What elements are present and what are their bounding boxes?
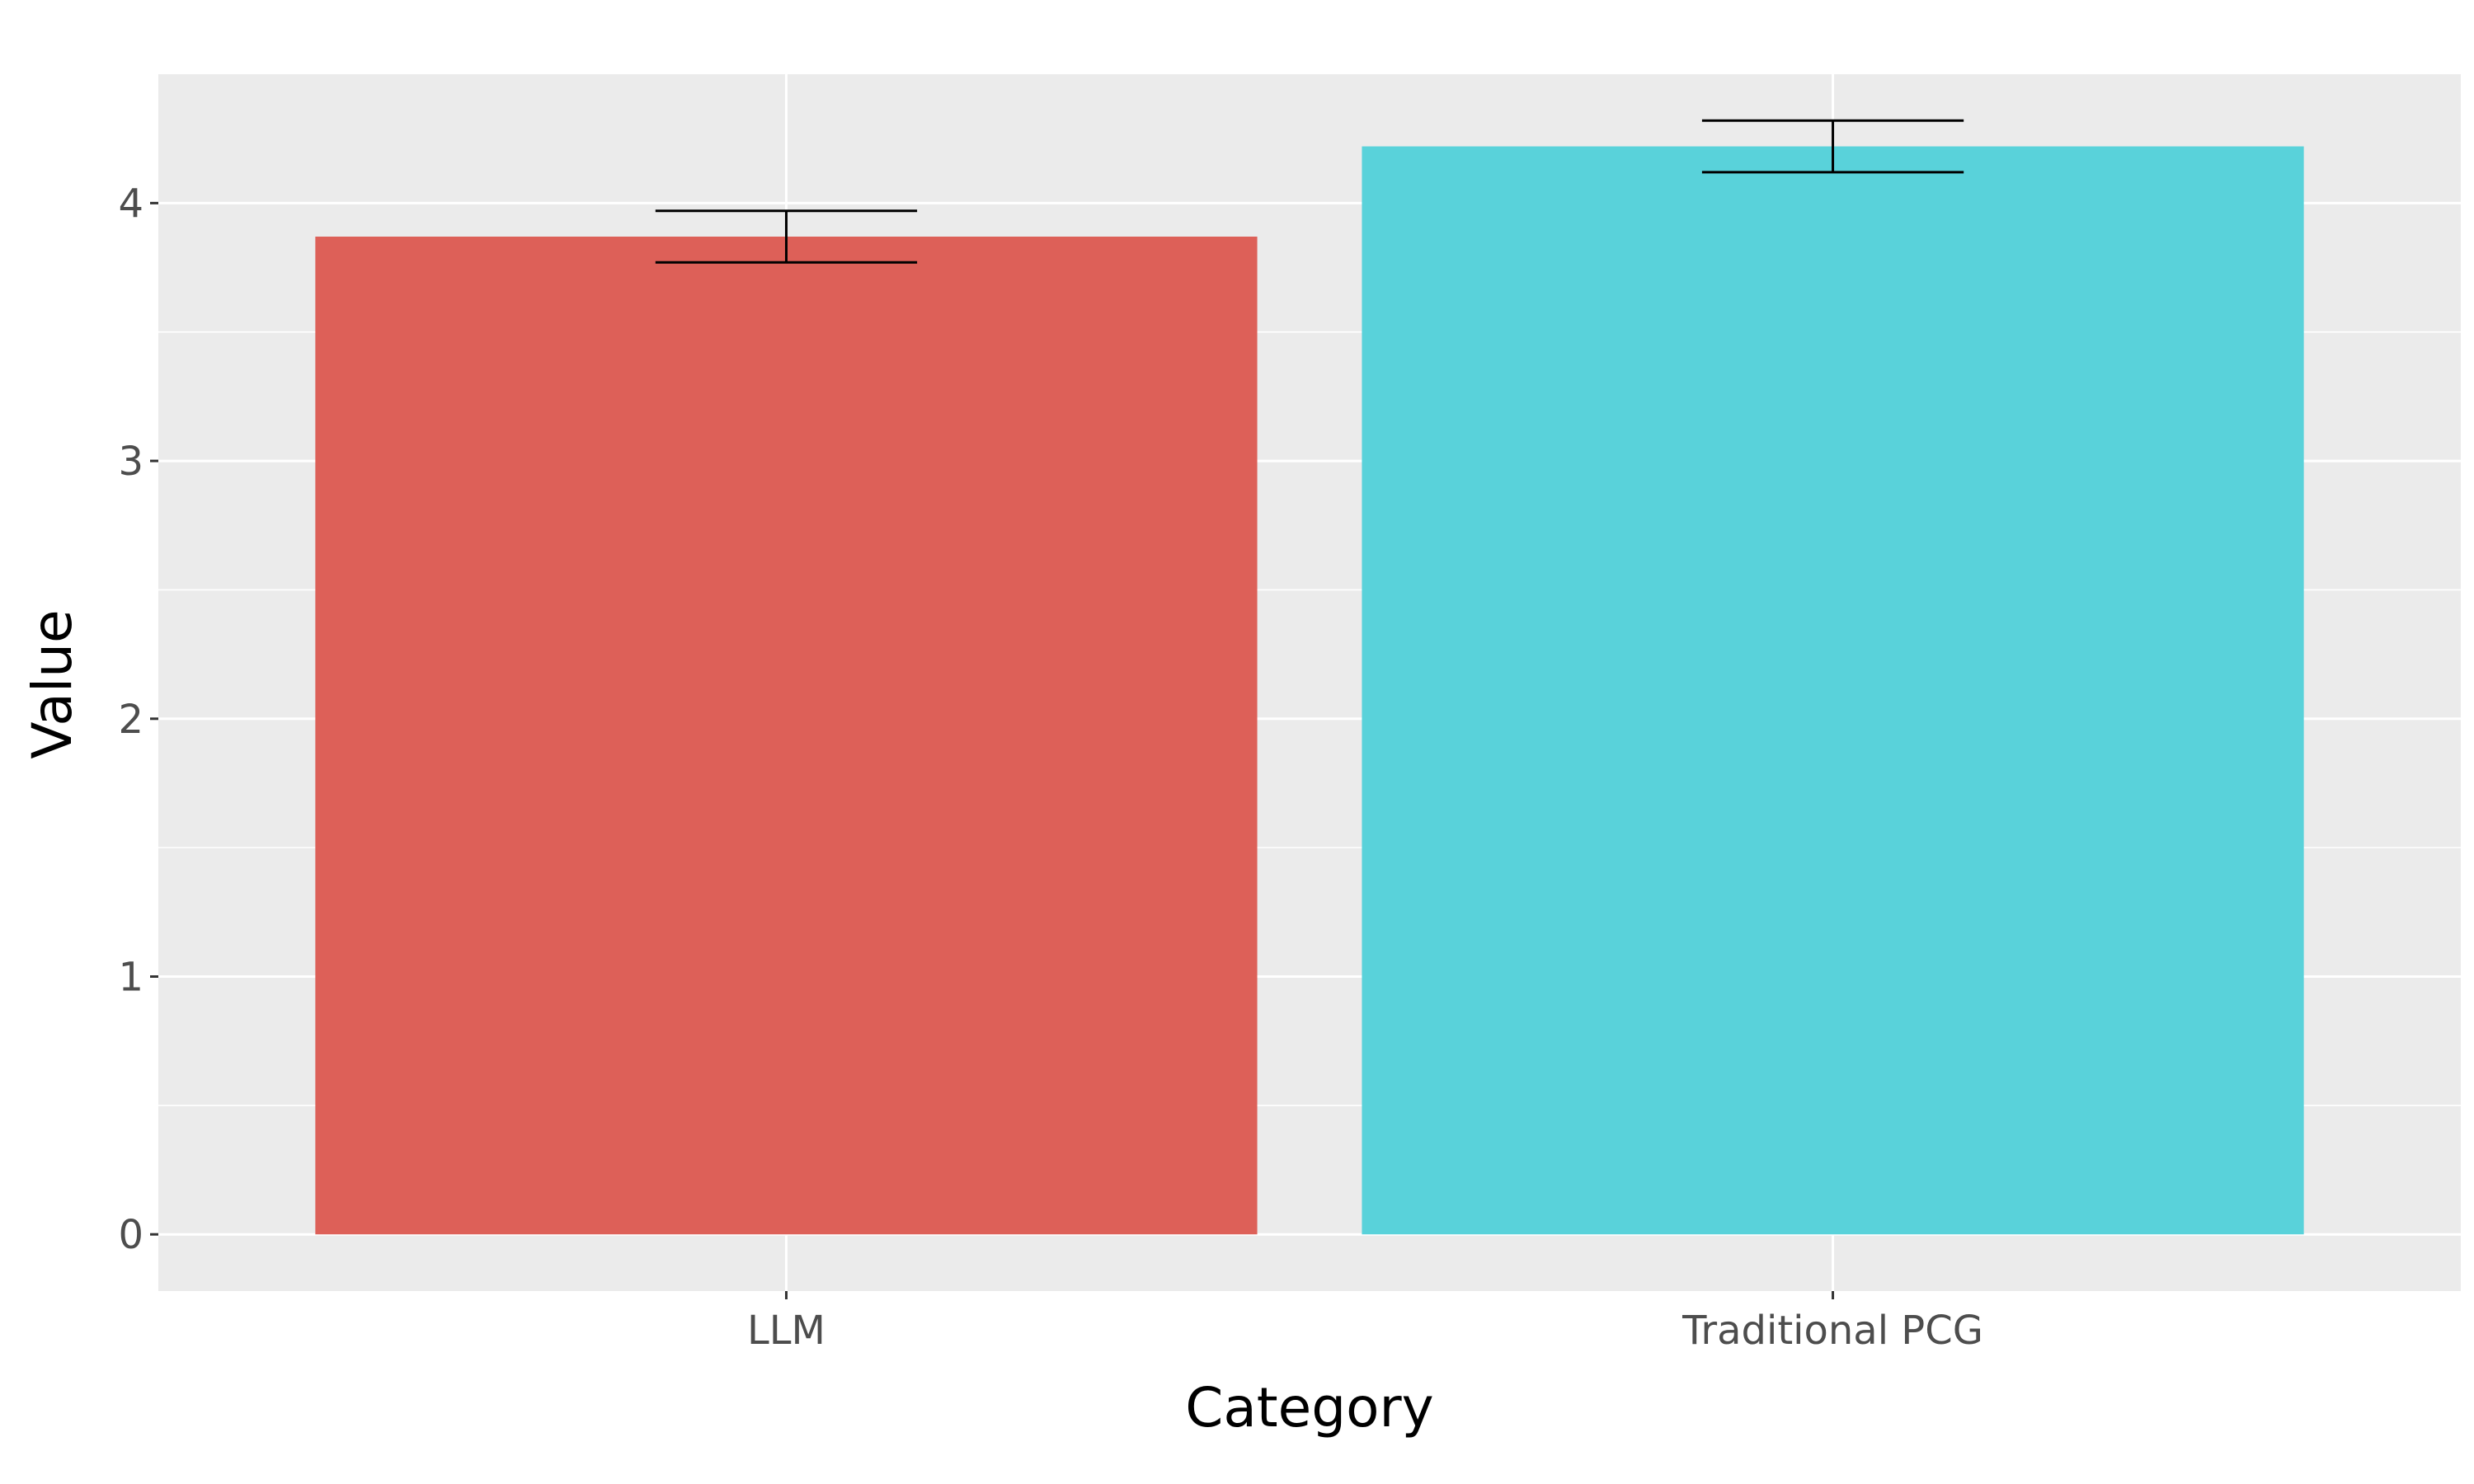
y-axis: 0 1 2 3 4 — [118, 181, 158, 1258]
y-axis-title: Value — [21, 609, 84, 758]
x-tick-label: LLM — [747, 1308, 825, 1354]
y-tick-label: 3 — [118, 439, 143, 485]
bars — [315, 146, 2304, 1235]
x-axis-title: Category — [1185, 1376, 1433, 1439]
bar — [315, 237, 1258, 1235]
x-tick-label: Traditional PCG — [1681, 1308, 1983, 1354]
y-tick-label: 1 — [118, 954, 143, 1000]
x-axis: LLM Traditional PCG — [747, 1291, 1983, 1354]
y-tick-label: 0 — [118, 1212, 143, 1258]
y-tick-label: 4 — [118, 181, 143, 227]
bar — [1362, 146, 2304, 1235]
error-bars — [655, 119, 1964, 264]
y-tick-label: 2 — [118, 697, 143, 743]
